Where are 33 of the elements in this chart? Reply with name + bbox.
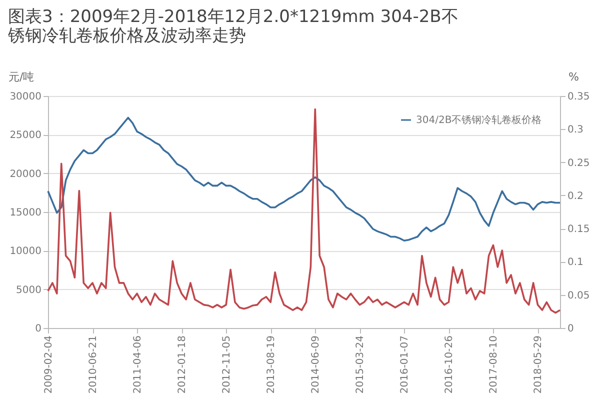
y2-tick-label: 0.2 bbox=[568, 190, 584, 202]
y2-tick-label: 0.15 bbox=[568, 224, 590, 236]
y-tick-label: 15000 bbox=[10, 208, 42, 218]
chart-title: 图表3：2009年2月-2018年12月2.0*1219mm 304-2B不锈钢冷轧卷板价格及波动率走势 bbox=[7, 7, 458, 46]
y-axis-title: 元/吨 bbox=[8, 70, 34, 84]
x-tick-label: 2009-02-04 bbox=[44, 336, 54, 394]
legend-label: 304/2B不锈钢冷轧卷板价格 bbox=[416, 114, 542, 126]
x-tick-label: 2013-08-19 bbox=[266, 336, 278, 394]
y2-tick-label: 0.05 bbox=[568, 290, 590, 302]
y2-tick-label: 0.1 bbox=[568, 257, 584, 268]
y2-tick-label: 0.3 bbox=[568, 124, 584, 136]
y-tick-label: 20000 bbox=[10, 168, 42, 180]
y-tick-label: 10000 bbox=[10, 246, 42, 258]
x-tick-label: 2011-04-06 bbox=[132, 336, 144, 394]
x-tick-label: 2012-01-18 bbox=[177, 336, 188, 394]
x-tick-label: 2010-06-21 bbox=[88, 336, 100, 394]
line-series bbox=[47, 116, 561, 242]
x-tick-label: 2016-10-26 bbox=[444, 336, 456, 394]
y-tick-label: 30000 bbox=[10, 92, 42, 102]
y-tick-label: 5000 bbox=[16, 284, 42, 296]
x-tick-label: 2016-01-07 bbox=[400, 336, 411, 394]
x-tick-label: 2018-05-29 bbox=[533, 336, 544, 394]
y2-tick-label: 0 bbox=[568, 324, 574, 334]
y2-tick-label: 0.35 bbox=[568, 92, 590, 102]
x-tick-label: 2017-08-10 bbox=[488, 336, 500, 394]
x-tick-label: 2015-03-24 bbox=[355, 336, 366, 394]
x-tick-label: 2014-06-09 bbox=[310, 336, 322, 394]
y2-tick-label: 0.25 bbox=[568, 158, 590, 169]
y-tick-label: 0 bbox=[35, 324, 42, 334]
line-series bbox=[47, 108, 561, 314]
x-tick-label: 2012-11-05 bbox=[222, 336, 233, 394]
y2-axis-title: % bbox=[568, 70, 579, 84]
y-tick-label: 25000 bbox=[10, 130, 42, 142]
